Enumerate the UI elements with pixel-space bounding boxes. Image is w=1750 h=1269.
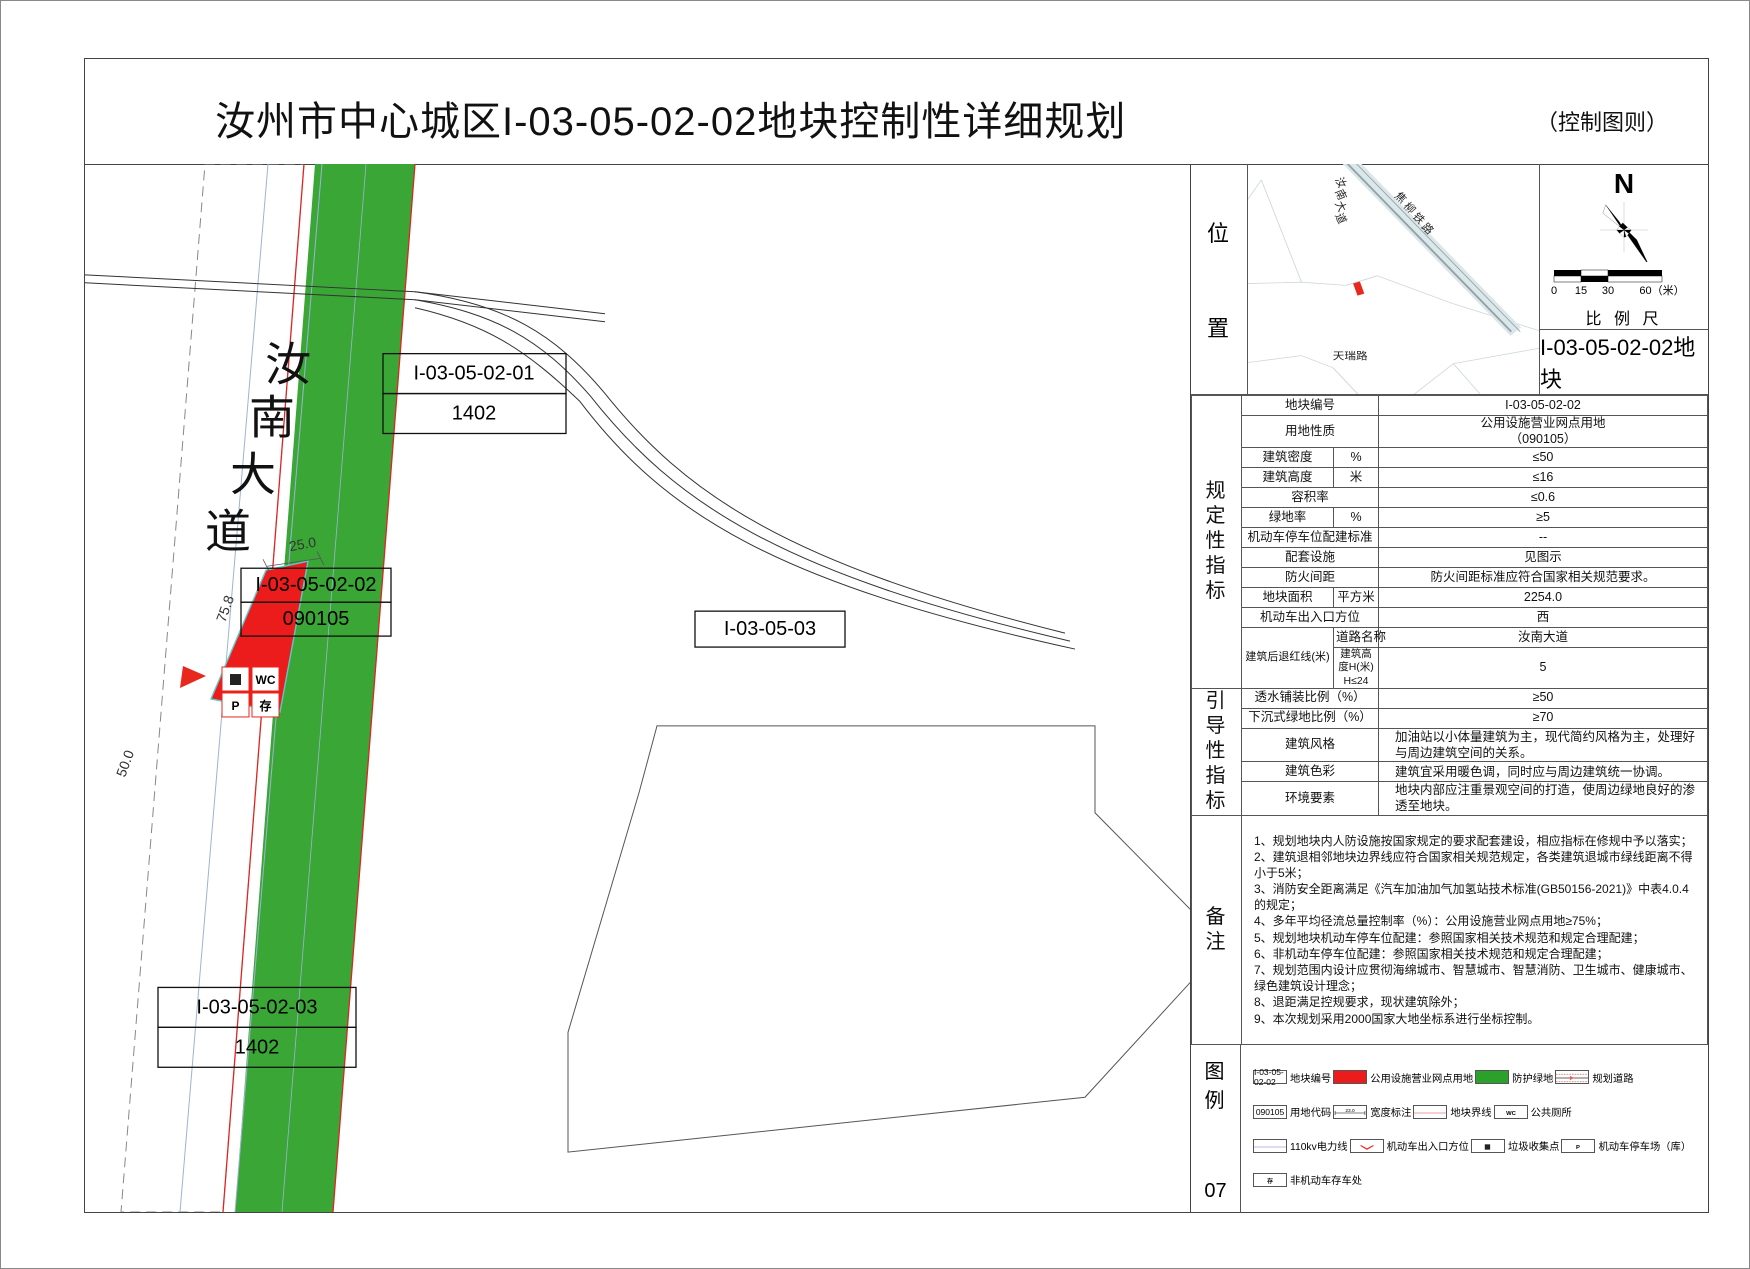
svg-text:P: P — [1577, 1145, 1581, 1151]
svg-text:天瑞路: 天瑞路 — [1333, 349, 1368, 362]
svg-text:P: P — [232, 699, 240, 713]
svg-text:存: 存 — [260, 698, 272, 713]
svg-text:大: 大 — [230, 448, 276, 500]
svg-text:75.8: 75.8 — [213, 593, 237, 624]
svg-text:汝: 汝 — [1332, 175, 1350, 190]
svg-text:I-03-05-02-03: I-03-05-02-03 — [196, 996, 317, 1018]
svg-text:30: 30 — [1602, 285, 1614, 297]
svg-text:I-03-05-02-01: I-03-05-02-01 — [413, 363, 534, 385]
svg-text:南: 南 — [249, 392, 295, 444]
svg-text:I-03-05-03: I-03-05-03 — [724, 618, 816, 640]
svg-text:道: 道 — [205, 505, 251, 557]
svg-text:WC: WC — [1506, 1111, 1517, 1117]
svg-text:WC: WC — [256, 673, 276, 687]
svg-text:1402: 1402 — [235, 1036, 279, 1058]
svg-text:存: 存 — [1267, 1177, 1273, 1185]
svg-text:1402: 1402 — [452, 403, 496, 425]
svg-text:大: 大 — [1332, 199, 1350, 214]
svg-text:50.0: 50.0 — [113, 748, 137, 779]
svg-text:23.0: 23.0 — [1346, 1107, 1356, 1113]
svg-text:I-03-05-02-02: I-03-05-02-02 — [255, 574, 376, 596]
svg-text:0: 0 — [1551, 285, 1557, 297]
svg-text:090105: 090105 — [283, 608, 350, 630]
svg-text:60（米）: 60（米） — [1639, 284, 1684, 297]
svg-text:道: 道 — [1332, 211, 1350, 226]
svg-text:南: 南 — [1332, 187, 1349, 201]
svg-text:15: 15 — [1575, 285, 1587, 297]
svg-text:汝: 汝 — [265, 339, 311, 391]
